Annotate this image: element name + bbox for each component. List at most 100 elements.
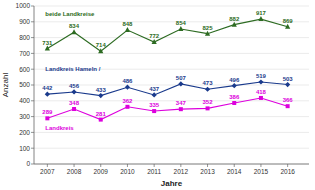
- data-label: 486: [122, 78, 133, 84]
- y-tick: [31, 21, 34, 22]
- marker: [45, 116, 49, 120]
- data-label: 386: [229, 94, 240, 100]
- data-label: 473: [203, 80, 214, 86]
- marker: [98, 93, 103, 98]
- x-tick-label: 2007: [40, 168, 55, 175]
- y-tick: [31, 6, 34, 7]
- marker: [179, 107, 183, 111]
- marker: [99, 118, 103, 122]
- data-label: 335: [149, 102, 160, 108]
- data-label: 714: [96, 42, 107, 48]
- data-label: 347: [176, 100, 187, 106]
- data-label: 362: [122, 98, 133, 104]
- series-label: Landkreis Hameln /: [45, 66, 100, 72]
- x-tick: [154, 164, 155, 167]
- x-tick-label: 2015: [254, 168, 269, 175]
- x-tick: [260, 164, 261, 167]
- y-tick-label: 100: [19, 145, 30, 152]
- y-tick-label: 0: [26, 160, 30, 167]
- marker: [286, 104, 290, 108]
- marker: [125, 27, 130, 32]
- y-tick-label: 1000: [16, 2, 31, 9]
- data-label: 917: [256, 10, 267, 16]
- x-tick-label: 2010: [120, 168, 135, 175]
- y-tick-label: 300: [19, 113, 30, 120]
- marker: [152, 109, 156, 113]
- marker: [45, 92, 50, 97]
- grid-line: [34, 116, 309, 117]
- marker: [152, 39, 157, 44]
- data-label: 281: [96, 111, 107, 117]
- y-tick: [31, 148, 34, 149]
- y-tick: [31, 53, 34, 54]
- x-tick-label: 2008: [67, 168, 82, 175]
- x-tick: [207, 164, 208, 167]
- marker: [178, 26, 183, 31]
- y-tick-label: 400: [19, 97, 30, 104]
- data-label: 503: [283, 76, 294, 82]
- grid-line: [34, 6, 309, 7]
- grid-line: [34, 148, 309, 149]
- marker: [285, 24, 290, 29]
- marker: [71, 29, 76, 34]
- labels: 7318347148487728548258829178694424564334…: [42, 10, 293, 130]
- series-label: beide Landkreise: [45, 11, 95, 17]
- data-label: 834: [69, 23, 80, 29]
- marker: [232, 83, 237, 88]
- y-tick-label: 700: [19, 50, 30, 57]
- marker: [152, 92, 157, 97]
- grid-line: [34, 37, 309, 38]
- series-line: [47, 19, 287, 51]
- plot-area: [45, 16, 290, 121]
- marker: [258, 79, 263, 84]
- x-axis-line: [34, 164, 309, 165]
- marker: [205, 87, 210, 92]
- x-tick-label: 2009: [94, 168, 109, 175]
- data-label: 496: [229, 77, 240, 83]
- marker: [71, 89, 76, 94]
- y-tick-label: 800: [19, 34, 30, 41]
- marker: [258, 16, 263, 21]
- data-label: 289: [42, 109, 53, 115]
- data-label: 731: [42, 40, 53, 46]
- marker: [285, 82, 290, 87]
- marker: [232, 101, 236, 105]
- data-label: 825: [203, 25, 214, 31]
- data-label: 882: [229, 16, 240, 22]
- x-tick: [127, 164, 128, 167]
- x-tick: [234, 164, 235, 167]
- data-label: 437: [149, 86, 160, 92]
- data-label: 352: [203, 99, 214, 105]
- data-label: 519: [256, 73, 267, 79]
- series-line: [47, 98, 287, 120]
- data-label: 418: [256, 89, 267, 95]
- x-tick: [74, 164, 75, 167]
- x-tick-label: 2011: [147, 168, 161, 175]
- y-tick: [31, 69, 34, 70]
- series-label: Landkreis: [45, 125, 74, 131]
- x-axis-label: Jahre: [161, 179, 183, 188]
- y-tick: [31, 132, 34, 133]
- data-label: 442: [42, 85, 53, 91]
- chart: 0 100 200 300 400 500 600 700 800 900 1000 2007 2008…: [0, 0, 315, 190]
- x-tick-label: 2016: [280, 168, 295, 175]
- data-label: 848: [122, 21, 133, 27]
- series-line: [47, 82, 287, 96]
- y-tick: [31, 100, 34, 101]
- y-tick-label: 900: [19, 18, 30, 25]
- grid-line: [34, 132, 309, 133]
- x-tick-label: 2014: [227, 168, 242, 175]
- y-tick-label: 500: [19, 81, 30, 88]
- marker: [125, 105, 129, 109]
- marker: [259, 96, 263, 100]
- marker: [98, 48, 103, 53]
- marker: [206, 106, 210, 110]
- x-tick-label: 2012: [174, 168, 189, 175]
- y-tick-label: 200: [19, 129, 30, 136]
- grid-line: [34, 164, 309, 165]
- x-tick: [100, 164, 101, 167]
- x-tick: [47, 164, 48, 167]
- data-label: 366: [283, 97, 294, 103]
- marker: [125, 85, 130, 90]
- y-tick-label: 600: [19, 66, 30, 73]
